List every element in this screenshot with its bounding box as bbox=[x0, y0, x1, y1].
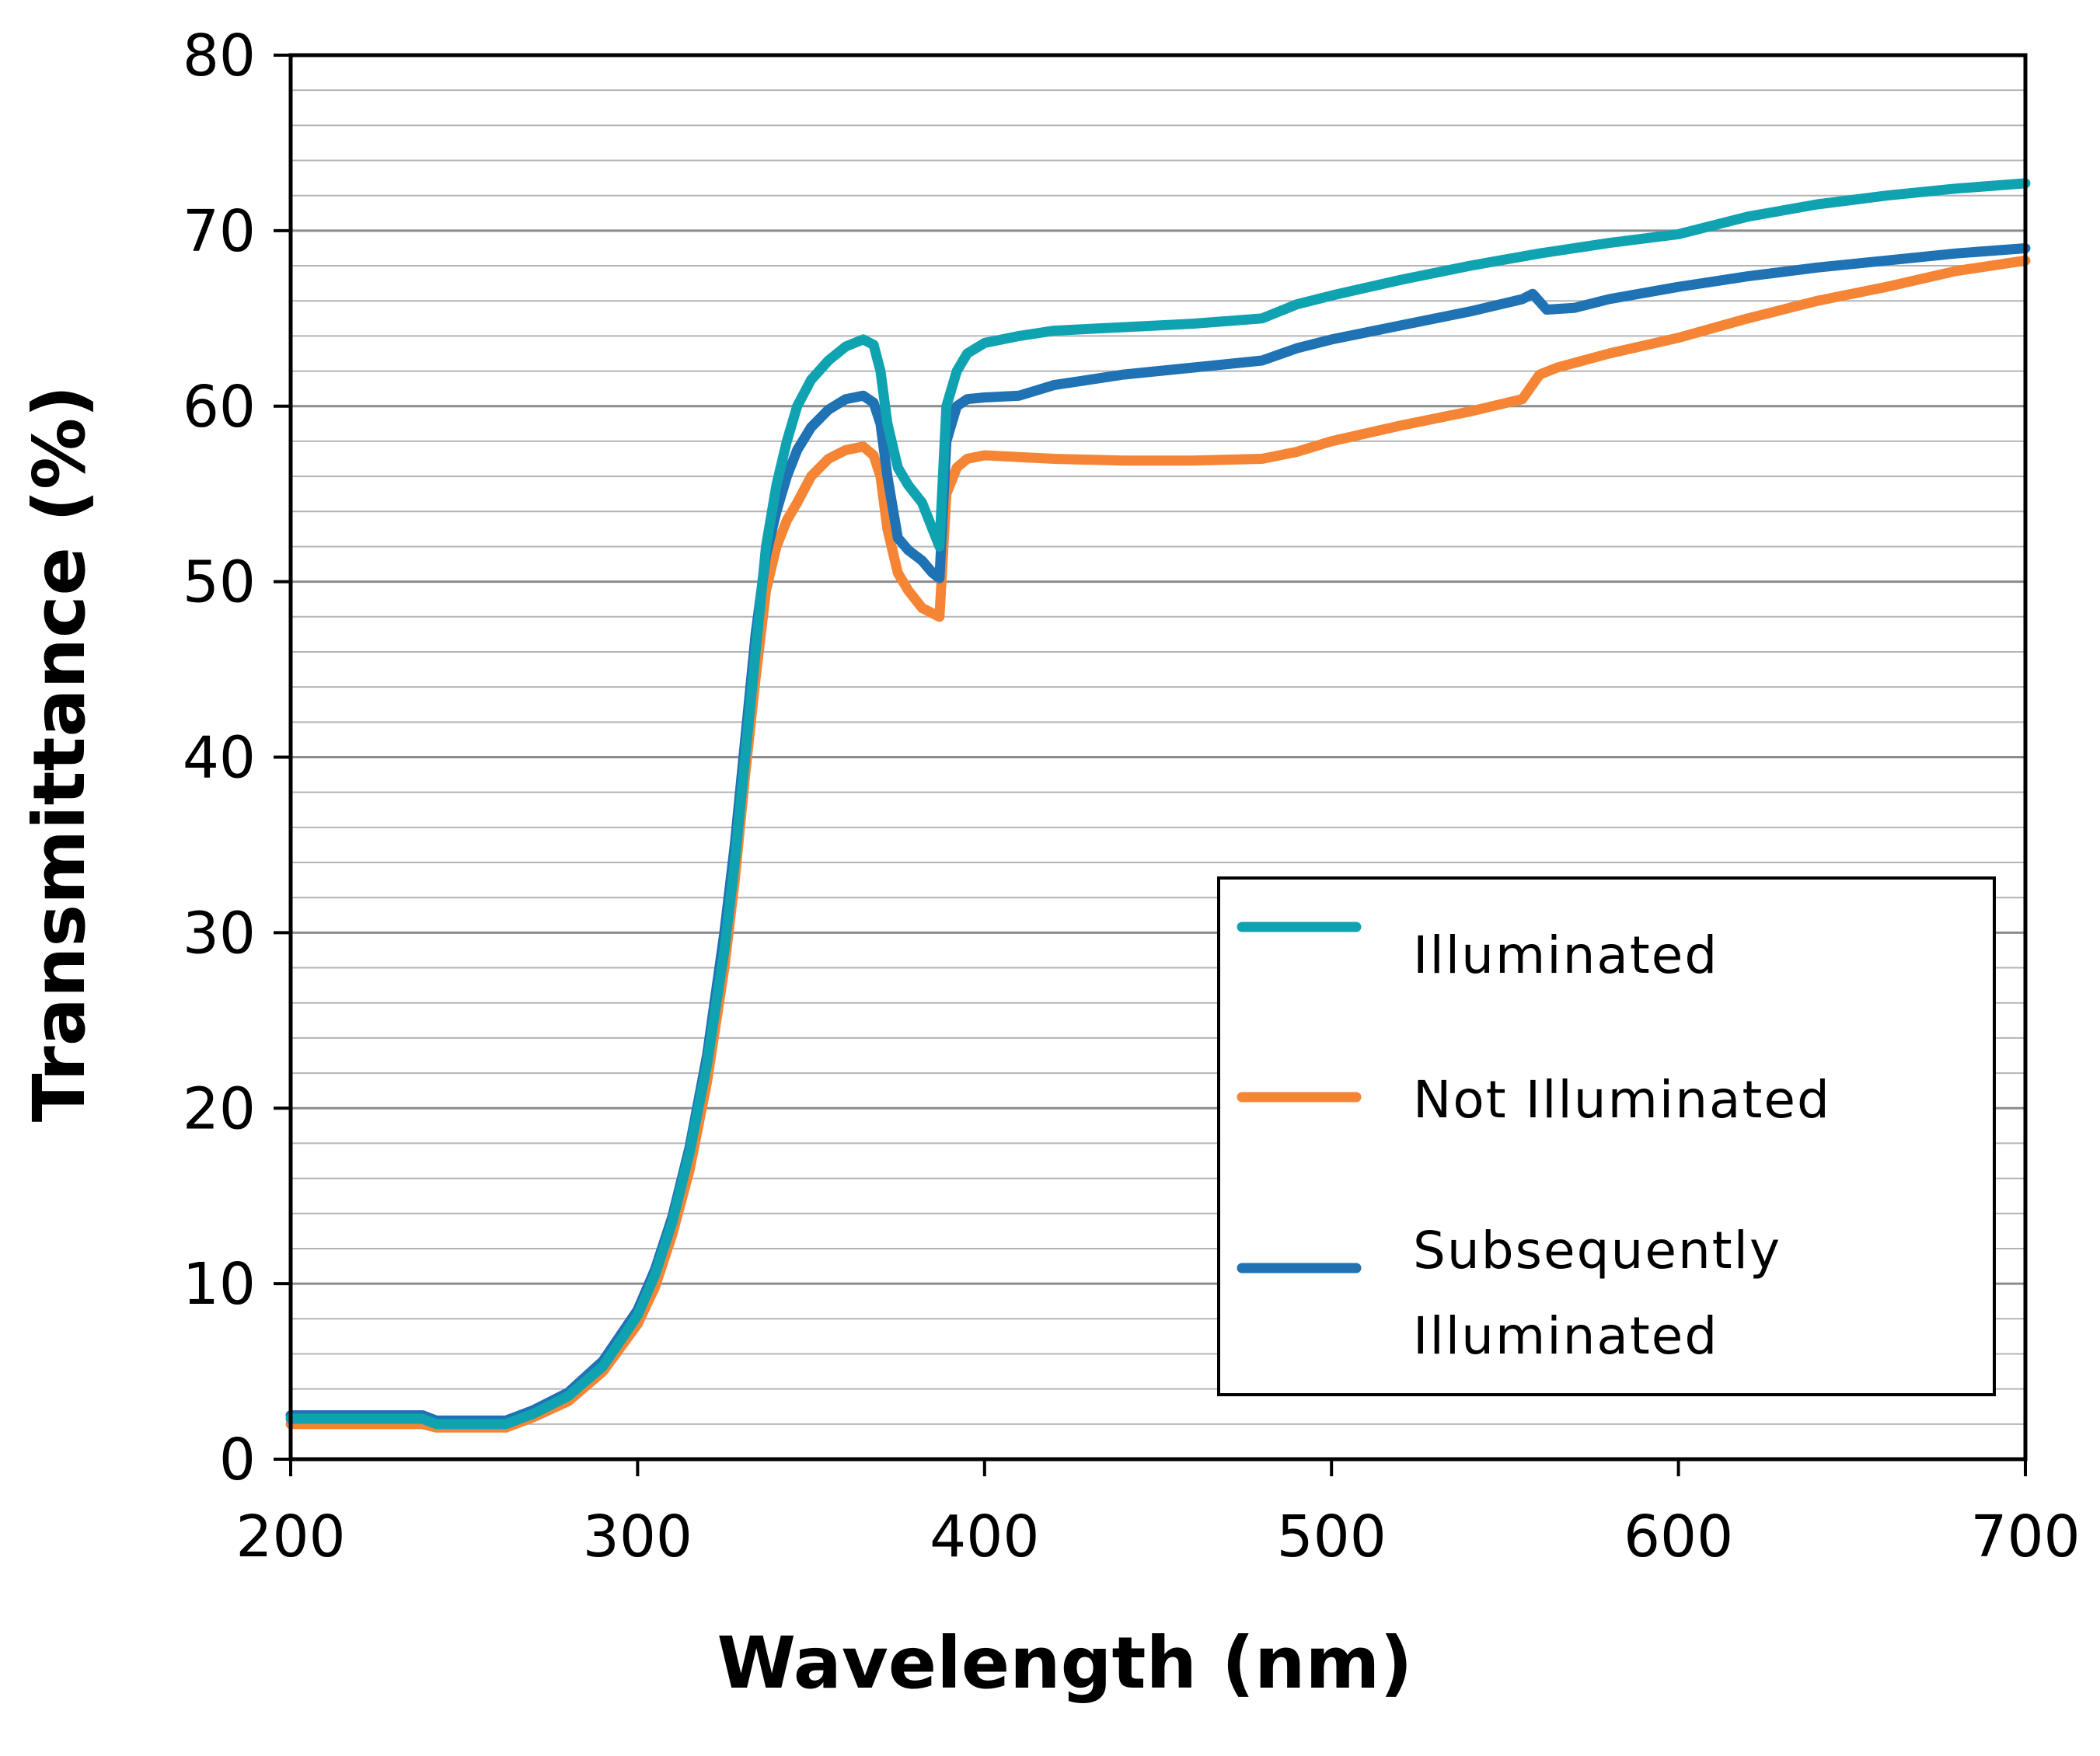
series-line-illuminated bbox=[285, 178, 2031, 1430]
y-tick-label: 10 bbox=[183, 1251, 256, 1318]
x-axis-tick-labels: 200 300 400 500 600 700 bbox=[235, 1459, 2081, 1570]
legend-box bbox=[1217, 876, 1996, 1396]
x-tick-label: 200 bbox=[235, 1503, 345, 1570]
y-tick-label: 70 bbox=[183, 198, 256, 265]
legend-label-illuminated: Illuminated bbox=[1413, 925, 1718, 985]
x-tick-label: 400 bbox=[930, 1503, 1039, 1570]
y-tick-label: 40 bbox=[183, 725, 256, 792]
y-tick-label: 60 bbox=[183, 374, 256, 441]
y-tick-label: 0 bbox=[219, 1427, 256, 1493]
series-lines bbox=[285, 178, 2031, 1433]
y-tick-label: 20 bbox=[183, 1075, 256, 1142]
x-tick-label: 500 bbox=[1277, 1503, 1387, 1570]
y-tick-label: 30 bbox=[183, 900, 256, 967]
x-tick-label: 700 bbox=[1970, 1503, 2080, 1570]
legend: Illuminated Not Illuminated Subsequently… bbox=[1217, 876, 1996, 1396]
y-tick-label: 50 bbox=[183, 549, 256, 616]
y-tick-label: 80 bbox=[183, 23, 256, 89]
y-axis-tick-labels: 0 10 20 30 40 50 60 70 80 bbox=[183, 23, 291, 1493]
x-tick-label: 300 bbox=[583, 1503, 692, 1570]
x-axis-title: Wavelength (nm) bbox=[717, 1622, 1413, 1705]
legend-label-not-illuminated: Not Illuminated bbox=[1413, 1070, 1831, 1130]
legend-label-subsequently-illuminated: Subsequently Illuminated bbox=[1413, 1221, 1781, 1366]
y-axis-title: Transmittance (%) bbox=[18, 385, 101, 1123]
x-tick-label: 600 bbox=[1624, 1503, 1733, 1570]
